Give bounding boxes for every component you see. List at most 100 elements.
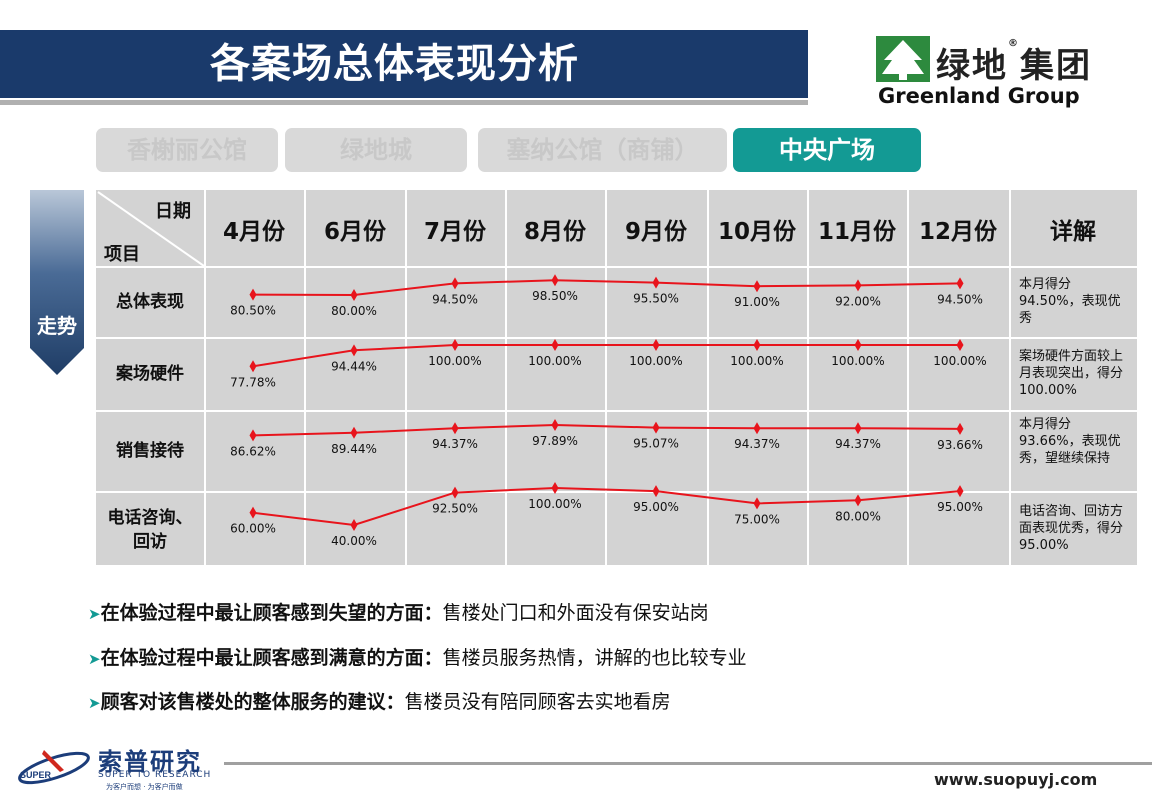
corner-diagonal xyxy=(97,191,205,267)
suopu-slogan: 为客户而想 · 为客户而做 xyxy=(106,783,183,791)
month-header: 4月份 xyxy=(222,219,285,245)
arrow-bullet-icon: ➤ xyxy=(88,694,101,712)
data-value-label: 94.50% xyxy=(432,292,478,306)
data-value-label: 94.37% xyxy=(432,437,478,451)
month-header: 12月份 xyxy=(918,219,997,245)
data-value-label: 91.00% xyxy=(734,295,780,309)
grid-vline xyxy=(605,190,607,565)
data-point-marker xyxy=(551,339,559,351)
corner-date-label: 日期 xyxy=(155,201,191,222)
detail-reception: 本月得分93.66%，表现优秀，望继续保持 xyxy=(1019,417,1121,466)
data-point-marker xyxy=(451,486,459,499)
data-point-marker xyxy=(249,429,257,442)
data-point-marker xyxy=(652,421,660,434)
data-point-marker xyxy=(652,276,660,289)
data-value-label: 92.50% xyxy=(432,502,478,516)
logo-english: Greenland Group xyxy=(878,84,1080,108)
grid-vline xyxy=(707,190,709,565)
month-header: 11月份 xyxy=(817,219,896,245)
data-value-label: 100.00% xyxy=(933,354,986,368)
grid-vline xyxy=(505,190,507,565)
bullet-suggestion: ➤顾客对该售楼处的整体服务的建议：售楼员没有陪同顾客去实地看房 xyxy=(88,691,671,713)
suopu-logo: SUPER 索普研究 SUPER TO RESEARCH 为客户而想 · 为客户… xyxy=(14,742,214,792)
data-value-label: 95.07% xyxy=(633,437,679,451)
month-header: 7月份 xyxy=(423,219,486,245)
bullet-disappointed: ➤在体验过程中最让顾客感到失望的方面：售楼处门口和外面没有保安站岗 xyxy=(88,602,709,624)
data-point-marker xyxy=(451,277,459,290)
data-value-label: 100.00% xyxy=(730,354,783,368)
month-header: 6月份 xyxy=(323,219,386,245)
data-point-marker xyxy=(350,426,358,439)
data-point-marker xyxy=(956,339,964,351)
month-header: 8月份 xyxy=(523,219,586,245)
row-label-reception: 销售接待 xyxy=(116,441,184,461)
bullet-satisfied: ➤在体验过程中最让顾客感到满意的方面：售楼员服务热情，讲解的也比较专业 xyxy=(88,647,747,669)
grid-hline xyxy=(96,491,1137,493)
data-value-label: 94.44% xyxy=(331,359,377,373)
data-point-marker xyxy=(753,422,761,435)
data-point-marker xyxy=(249,506,257,519)
data-value-label: 94.37% xyxy=(734,437,780,451)
data-value-label: 97.89% xyxy=(532,434,578,448)
data-point-marker xyxy=(451,339,459,351)
data-point-marker xyxy=(551,482,559,494)
data-point-marker xyxy=(451,422,459,435)
month-header: 9月份 xyxy=(624,219,687,245)
series-line xyxy=(252,423,961,437)
detail-header: 详解 xyxy=(1050,219,1096,245)
suopu-company: 索普研究 xyxy=(98,748,202,776)
trend-table xyxy=(96,190,1137,565)
data-value-label: 100.00% xyxy=(428,354,481,368)
tab-zhongyang-active[interactable]: 中央广场 xyxy=(733,128,921,172)
data-value-label: 89.44% xyxy=(331,442,377,456)
footer-divider xyxy=(224,762,1152,765)
grid-vline xyxy=(907,190,909,565)
title-underline xyxy=(0,100,808,105)
title-bar: 各案场总体表现分析 xyxy=(0,30,808,98)
data-value-label: 80.00% xyxy=(835,509,881,523)
data-point-marker xyxy=(350,289,358,301)
logo-chinese: 绿地®集团 xyxy=(936,38,1092,86)
trend-side-label: 走势 xyxy=(30,190,84,375)
data-point-marker xyxy=(854,339,862,351)
series-line xyxy=(252,344,960,368)
detail-hardware: 案场硬件方面较上月表现突出，得分100.00% xyxy=(1019,349,1124,398)
data-point-marker xyxy=(249,288,257,301)
data-point-marker xyxy=(350,344,358,357)
project-tabs: 香榭丽公馆 绿地城 塞纳公馆（商铺） 中央广场 xyxy=(96,128,926,174)
data-value-label: 93.66% xyxy=(937,438,983,452)
grid-hline xyxy=(96,337,1137,339)
row-label-overall: 总体表现 xyxy=(116,292,184,312)
suopu-badge-text: SUPER xyxy=(20,770,52,780)
corner-item-label: 项目 xyxy=(104,244,140,265)
tab-saina[interactable]: 塞纳公馆（商铺） xyxy=(478,128,727,172)
greenland-tree-icon xyxy=(876,36,930,82)
suopu-company-en: SUPER TO RESEARCH xyxy=(98,770,212,780)
row-label-hardware: 案场硬件 xyxy=(116,364,184,384)
data-point-marker xyxy=(652,485,660,498)
grid-vline xyxy=(304,190,306,565)
grid-vline xyxy=(1009,190,1011,565)
data-value-label: 100.00% xyxy=(528,354,581,368)
data-value-label: 98.50% xyxy=(532,289,578,303)
tab-xiangxieli[interactable]: 香榭丽公馆 xyxy=(96,128,278,172)
data-value-label: 92.00% xyxy=(835,294,881,308)
data-value-label: 95.00% xyxy=(633,500,679,514)
data-point-marker xyxy=(753,497,761,510)
trend-label: 走势 xyxy=(37,314,77,338)
footer-url[interactable]: www.suopuyj.com xyxy=(934,770,1098,789)
greenland-logo: 绿地®集团 Greenland Group xyxy=(876,36,1106,110)
data-point-marker xyxy=(249,360,257,373)
data-point-marker xyxy=(854,279,862,292)
suopu-swoosh-icon: SUPER xyxy=(18,750,90,785)
data-point-marker xyxy=(854,422,862,435)
data-value-label: 80.00% xyxy=(331,304,377,318)
tab-lvdicheng[interactable]: 绿地城 xyxy=(285,128,467,172)
data-point-marker xyxy=(956,422,964,435)
data-point-marker xyxy=(652,339,660,351)
month-header: 10月份 xyxy=(717,219,796,245)
data-point-marker xyxy=(753,280,761,293)
data-point-marker xyxy=(854,494,862,507)
grid-vline xyxy=(807,190,809,565)
